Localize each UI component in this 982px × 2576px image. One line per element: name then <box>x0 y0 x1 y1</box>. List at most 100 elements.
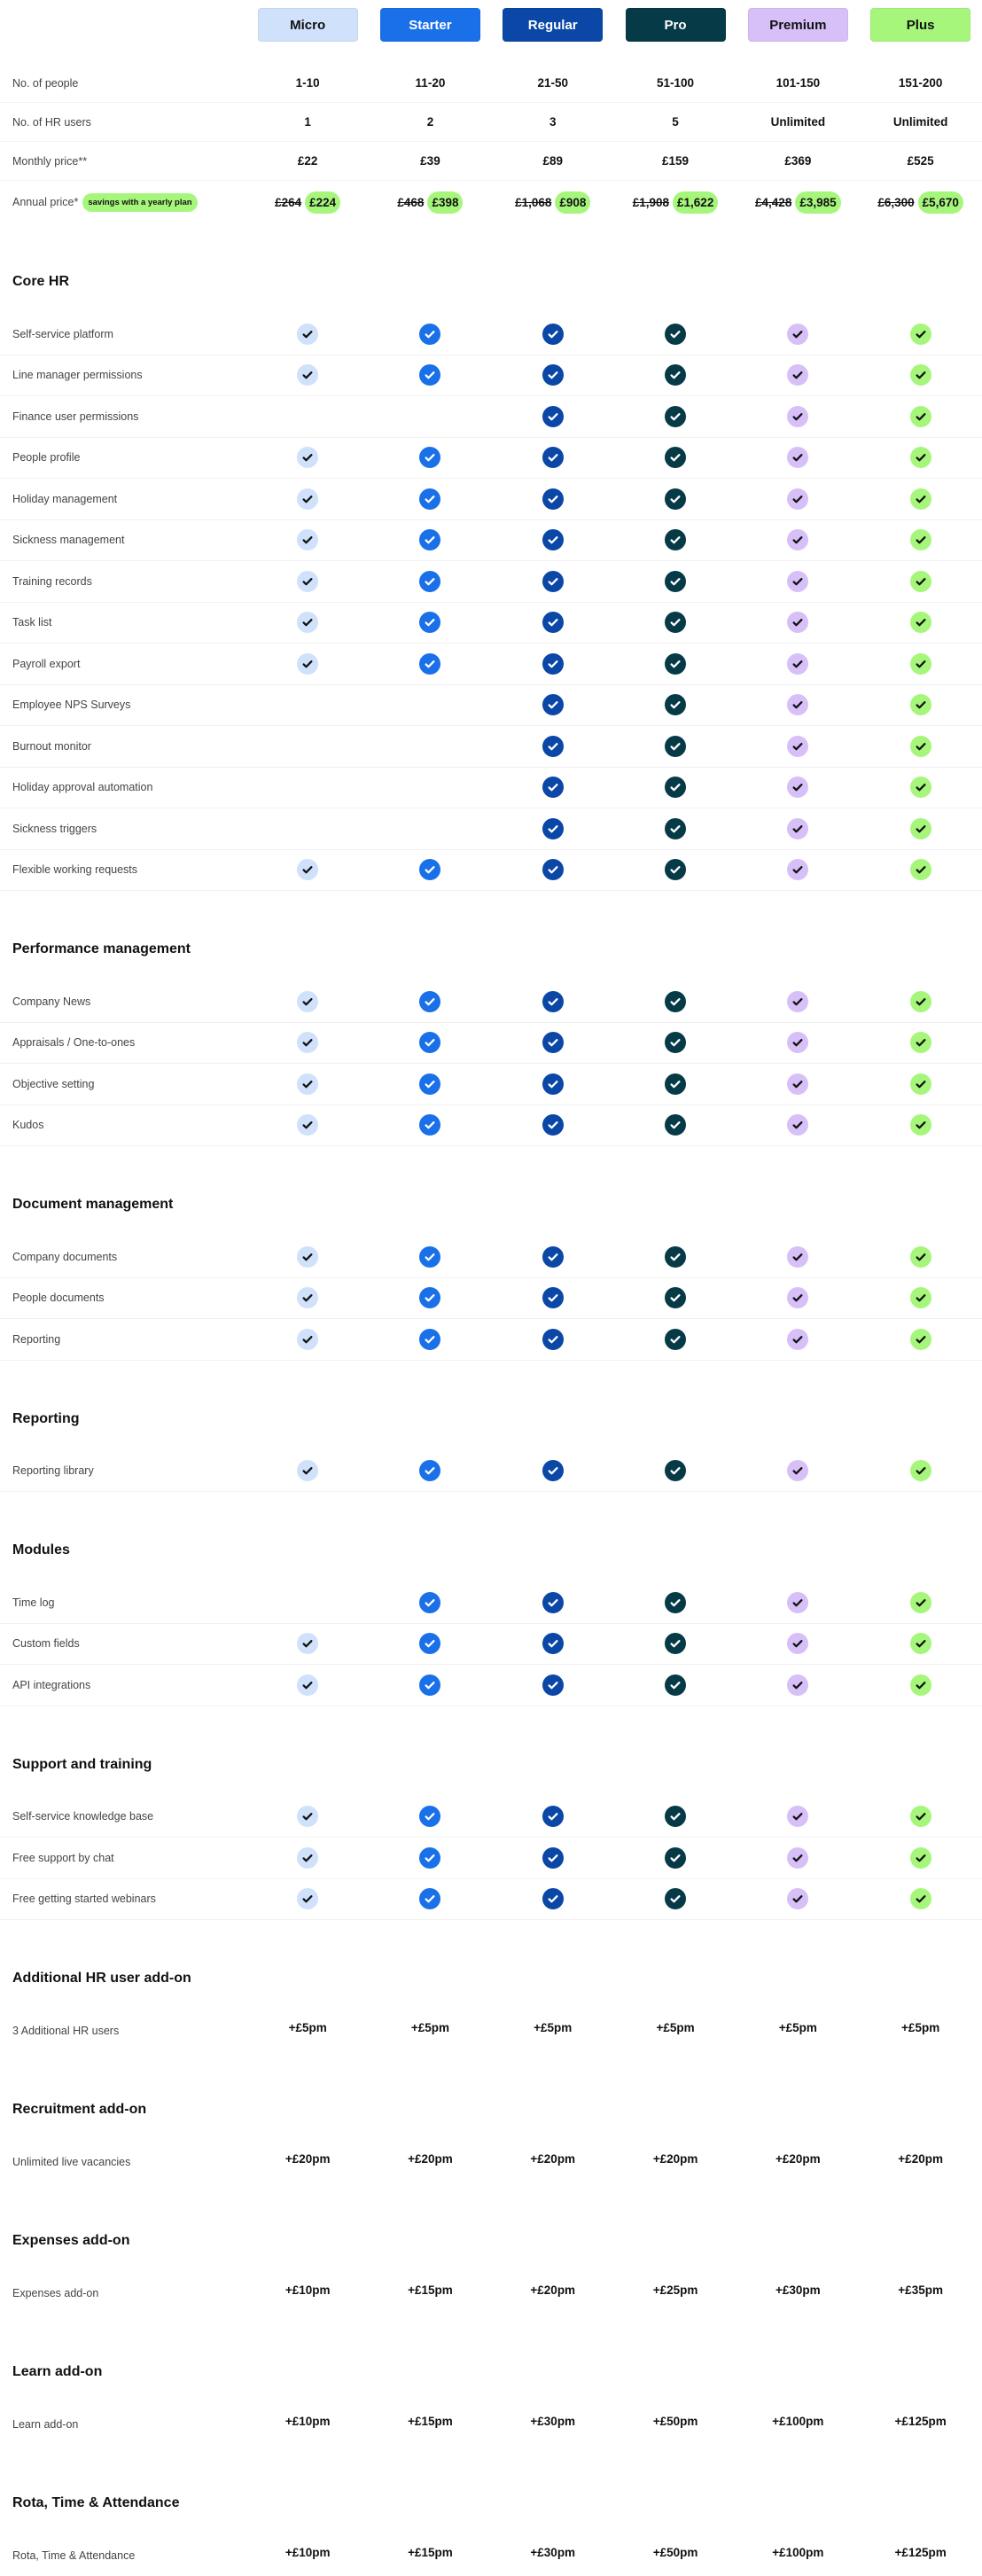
check-icon <box>909 652 931 675</box>
value-cell: 21-50 <box>537 76 568 90</box>
feature-label: Objective setting <box>12 1077 95 1090</box>
plan-button-premium[interactable]: Premium <box>747 8 848 42</box>
discounted-price: £5,670 <box>917 191 963 214</box>
plan-button-starter[interactable]: Starter <box>379 8 480 42</box>
addon-price: +£100pm <box>772 2414 824 2428</box>
feature-label: Line manager permissions <box>12 369 143 382</box>
check-icon <box>542 1846 564 1869</box>
check-icon <box>909 990 931 1012</box>
check-icon <box>787 1328 809 1350</box>
check-icon <box>909 1888 931 1910</box>
check-icon <box>909 1114 931 1136</box>
feature-label: Finance user permissions <box>12 410 139 423</box>
addon-price: +£35pm <box>898 2283 943 2297</box>
check-icon <box>297 652 319 675</box>
old-price: £1,068 <box>515 195 552 209</box>
check-icon <box>665 990 687 1012</box>
feature-label: People documents <box>12 1292 105 1305</box>
section-modules: Modules Time log Custom fields API integrat… <box>0 1540 982 1706</box>
feature-label: Sickness triggers <box>12 822 97 835</box>
addon-price: +£10pm <box>284 2414 331 2428</box>
feature-label: Self-service platform <box>12 327 113 340</box>
discounted-price: £398 <box>427 191 464 214</box>
feature-label: Reporting library <box>12 1464 94 1478</box>
feature-label: Unlimited live vacancies <box>12 2156 131 2168</box>
check-icon <box>909 1846 931 1869</box>
feature-label: API integrations <box>12 1678 91 1691</box>
check-icon <box>542 1888 564 1910</box>
annual-price-cell: £264 £224 <box>246 191 369 214</box>
section-title: Performance management <box>12 941 191 956</box>
feature-row: Reporting library <box>0 1451 982 1492</box>
row-label: No. of people <box>12 76 79 90</box>
check-icon <box>909 529 931 551</box>
discounted-price: £908 <box>555 191 591 214</box>
plan-button-micro[interactable]: Micro <box>257 8 358 42</box>
check-icon <box>419 990 441 1012</box>
check-icon <box>542 652 564 675</box>
section-title: Core HR <box>12 274 70 289</box>
check-icon <box>419 652 441 675</box>
check-icon <box>909 570 931 592</box>
check-icon <box>542 694 564 716</box>
check-icon <box>542 1245 564 1268</box>
check-icon <box>419 859 441 881</box>
plan-button-plus[interactable]: Plus <box>870 8 971 42</box>
feature-row: Appraisals / One-to-ones <box>0 1023 982 1064</box>
feature-label: Reporting <box>12 1332 61 1346</box>
section-performance-management: Performance management Company News Apprai… <box>0 939 982 1146</box>
section-rota-time-attendance: Rota, Time & Attendance Rota, Time & Atte… <box>0 2493 982 2576</box>
check-icon <box>542 735 564 757</box>
section-title: Additional HR user add-on <box>12 1971 191 1986</box>
section-title: Rota, Time & Attendance <box>12 2495 180 2510</box>
discounted-price: £1,622 <box>673 191 719 214</box>
old-price: £6,300 <box>877 195 915 209</box>
check-icon <box>665 447 687 469</box>
plan-button-pro[interactable]: Pro <box>625 8 726 42</box>
addon-price: +£30pm <box>775 2283 821 2297</box>
value-cell: £369 <box>784 154 812 168</box>
feature-row: Task list <box>0 603 982 644</box>
check-icon <box>665 1328 687 1350</box>
check-icon <box>787 1846 809 1869</box>
check-icon <box>665 694 687 716</box>
section-expenses-add-on: Expenses add-on Expenses add-on +£10pm +£15… <box>0 2230 982 2314</box>
check-icon <box>419 1674 441 1696</box>
check-icon <box>665 1633 687 1655</box>
addon-price: +£25pm <box>652 2283 698 2297</box>
addon-price: +£20pm <box>775 2151 821 2166</box>
check-icon <box>665 1846 687 1869</box>
check-icon <box>909 364 931 386</box>
feature-label: Company News <box>12 995 91 1008</box>
check-icon <box>909 1245 931 1268</box>
old-price: £1,908 <box>632 195 670 209</box>
section-title: Document management <box>12 1197 174 1212</box>
addon-price: +£30pm <box>530 2414 576 2428</box>
plan-button-regular[interactable]: Regular <box>503 8 604 42</box>
check-icon <box>665 735 687 757</box>
feature-row: Company News <box>0 981 982 1023</box>
check-icon <box>665 1674 687 1696</box>
feature-row: Company documents <box>0 1237 982 1278</box>
addon-price: +£50pm <box>652 2414 698 2428</box>
check-icon <box>787 1073 809 1095</box>
feature-label: Payroll export <box>12 657 81 670</box>
section-title: Learn add-on <box>12 2364 103 2379</box>
check-icon <box>909 735 931 757</box>
feature-row: Line manager permissions <box>0 355 982 396</box>
feature-label: People profile <box>12 451 81 464</box>
section-support-and-training: Support and training Self-service knowled… <box>0 1754 982 1920</box>
feature-label: Expenses add-on <box>12 2287 99 2299</box>
check-icon <box>419 1032 441 1054</box>
check-icon <box>909 859 931 881</box>
feature-row: Finance user permissions <box>0 396 982 438</box>
check-icon <box>542 1460 564 1482</box>
check-icon <box>787 1287 809 1309</box>
feature-label: Appraisals / One-to-ones <box>12 1036 136 1050</box>
check-icon <box>787 447 809 469</box>
value-cell: 51-100 <box>657 76 695 90</box>
feature-label: Flexible working requests <box>12 863 138 877</box>
value-cell: 5 <box>672 115 679 129</box>
value-cell: 2 <box>426 115 434 129</box>
check-icon <box>787 990 809 1012</box>
